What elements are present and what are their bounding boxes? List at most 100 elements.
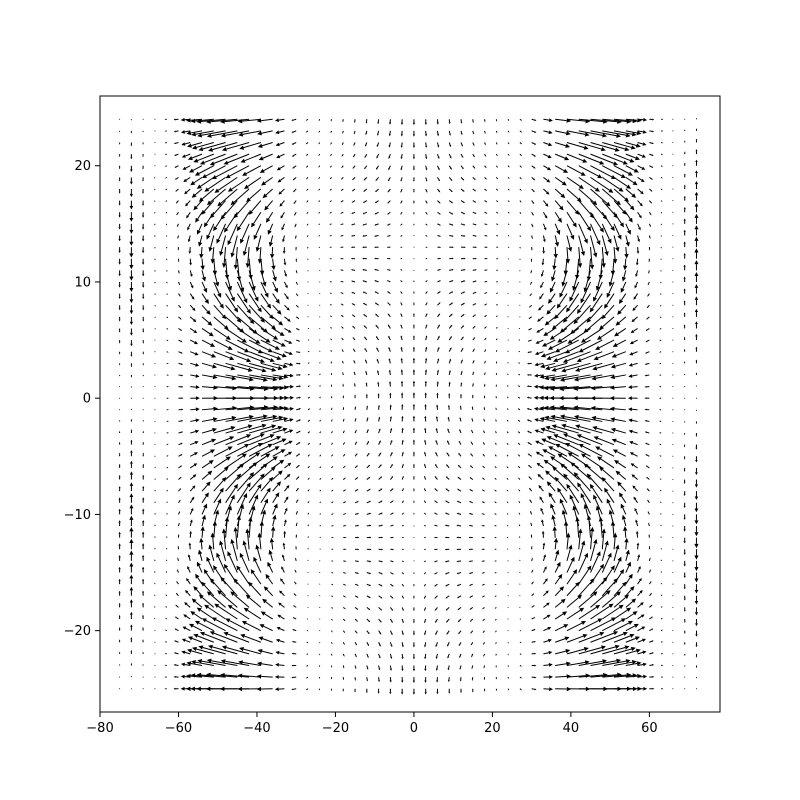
vector-arrow — [389, 642, 393, 648]
vector-arrow — [625, 561, 631, 573]
vector-arrow — [283, 258, 287, 266]
vector-arrow — [519, 246, 521, 249]
vector-arrow — [283, 530, 287, 538]
vector-arrow — [672, 572, 674, 574]
vector-arrow — [154, 305, 156, 307]
vector-arrow — [190, 441, 199, 446]
vector-arrow — [142, 441, 144, 445]
vector-arrow — [177, 247, 179, 251]
vector-arrow — [437, 257, 442, 260]
vector-arrow — [543, 200, 549, 207]
vector-arrow — [447, 653, 450, 659]
vector-arrow — [129, 493, 134, 503]
vector-arrow — [561, 509, 568, 527]
y-tick-label: −20 — [64, 624, 91, 639]
vector-arrow — [375, 336, 380, 341]
vector-arrow — [154, 270, 156, 273]
vector-arrow — [634, 281, 639, 289]
vector-arrow — [683, 560, 686, 567]
vector-arrow — [248, 328, 271, 343]
vector-arrow — [330, 349, 332, 352]
vector-arrow — [456, 512, 462, 515]
vector-arrow — [519, 595, 521, 597]
vector-arrow — [154, 141, 156, 143]
vector-arrow — [210, 247, 215, 264]
vector-arrow — [554, 573, 563, 585]
vector-arrow — [457, 595, 462, 599]
vector-arrow — [130, 340, 133, 347]
vector-arrow — [460, 302, 465, 306]
vector-arrow — [248, 434, 275, 446]
vector-arrow — [249, 414, 278, 422]
vector-arrow — [199, 247, 204, 259]
vector-arrow — [576, 351, 603, 363]
vector-arrow — [118, 188, 121, 194]
vector-arrow — [548, 293, 556, 304]
vector-arrow — [154, 339, 156, 341]
vector-arrow — [141, 543, 145, 550]
y-tick-label: 10 — [74, 275, 91, 290]
vector-arrow — [130, 142, 133, 147]
vector-arrow — [366, 488, 371, 492]
vector-arrow — [637, 686, 648, 691]
vector-arrow — [590, 658, 622, 667]
vector-arrow — [178, 419, 184, 422]
x-tick-label: 20 — [484, 721, 501, 736]
vector-arrow — [434, 607, 438, 611]
vector-arrow — [694, 560, 699, 572]
vector-arrow — [646, 304, 650, 309]
vector-arrow — [413, 537, 415, 539]
vector-arrow — [519, 153, 522, 157]
vector-arrow — [129, 270, 134, 281]
vector-arrow — [483, 418, 486, 422]
vector-arrow — [211, 617, 238, 632]
vector-arrow — [189, 485, 196, 492]
vector-arrow — [457, 464, 462, 469]
vector-arrow — [178, 431, 184, 434]
vector-arrow — [402, 536, 405, 539]
vector-arrow — [613, 620, 633, 632]
vector-arrow — [319, 407, 321, 411]
vector-arrow — [573, 414, 603, 422]
vector-arrow — [658, 409, 662, 411]
vector-arrow — [537, 473, 544, 480]
vector-arrow — [329, 292, 332, 295]
vector-arrow — [459, 417, 462, 422]
vector-arrow — [412, 165, 415, 171]
vector-arrow — [225, 494, 235, 515]
vector-arrow — [118, 508, 121, 515]
vector-arrow — [237, 452, 261, 469]
vector-arrow — [292, 617, 297, 620]
vector-arrow — [260, 281, 269, 298]
vector-arrow — [413, 246, 415, 248]
vector-arrow — [329, 177, 332, 180]
vector-arrow — [194, 620, 215, 632]
vector-arrow — [284, 373, 294, 378]
vector-arrow — [220, 659, 250, 667]
vector-arrow — [460, 142, 463, 147]
vector-arrow — [484, 246, 488, 248]
vector-arrow — [387, 302, 391, 306]
vector-arrow — [119, 409, 121, 411]
vector-arrow — [672, 595, 674, 597]
vector-arrow — [190, 351, 199, 356]
vector-arrow — [424, 630, 427, 636]
vector-arrow — [469, 501, 473, 504]
vector-arrow — [545, 362, 568, 371]
vector-arrow — [366, 572, 372, 575]
vector-arrow — [649, 176, 653, 180]
vector-arrow — [329, 188, 332, 191]
vector-arrow — [269, 537, 275, 550]
vector-arrow — [388, 335, 391, 341]
vector-arrow — [295, 247, 297, 251]
vector-arrow — [141, 554, 145, 561]
vector-arrow — [635, 270, 639, 278]
vector-arrow — [425, 324, 428, 329]
vector-arrow — [227, 551, 238, 573]
vector-arrow — [355, 536, 360, 539]
vector-arrow — [272, 293, 280, 304]
vector-arrow — [174, 153, 179, 156]
vector-arrow — [130, 418, 132, 422]
vector-arrow — [437, 313, 441, 318]
vector-arrow — [378, 548, 384, 551]
